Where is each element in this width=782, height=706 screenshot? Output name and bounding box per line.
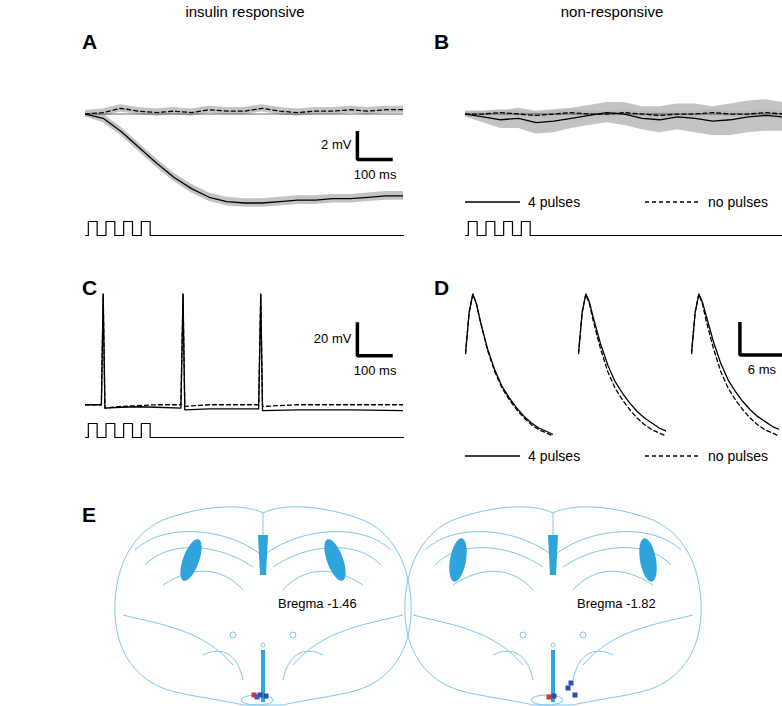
html-text:E: E	[82, 503, 96, 526]
html-text:non-responsive: non-responsive	[560, 3, 664, 20]
svg-text:2 mV: 2 mV	[321, 137, 352, 152]
html-text:4 pulses: 4 pulses	[528, 448, 581, 464]
html-text:D: D	[434, 276, 450, 299]
svg-text:Bregma -1.82: Bregma -1.82	[577, 596, 656, 611]
svg-text:100 ms: 100 ms	[354, 363, 397, 378]
svg-text:Bregma -1.46: Bregma -1.46	[278, 596, 357, 611]
html-text:insulin responsive: insulin responsive	[185, 3, 305, 20]
html-text:C: C	[82, 276, 98, 299]
html-text:A: A	[82, 30, 98, 53]
svg-text:6 ms: 6 ms	[748, 362, 777, 377]
html-text:4 pulses: 4 pulses	[528, 194, 581, 210]
svg-text:20 mV: 20 mV	[314, 331, 352, 346]
svg-text:100 ms: 100 ms	[354, 167, 397, 182]
html-text:B: B	[434, 30, 450, 53]
html-text:no pulses: no pulses	[708, 194, 768, 210]
html-text:no pulses: no pulses	[708, 448, 768, 464]
